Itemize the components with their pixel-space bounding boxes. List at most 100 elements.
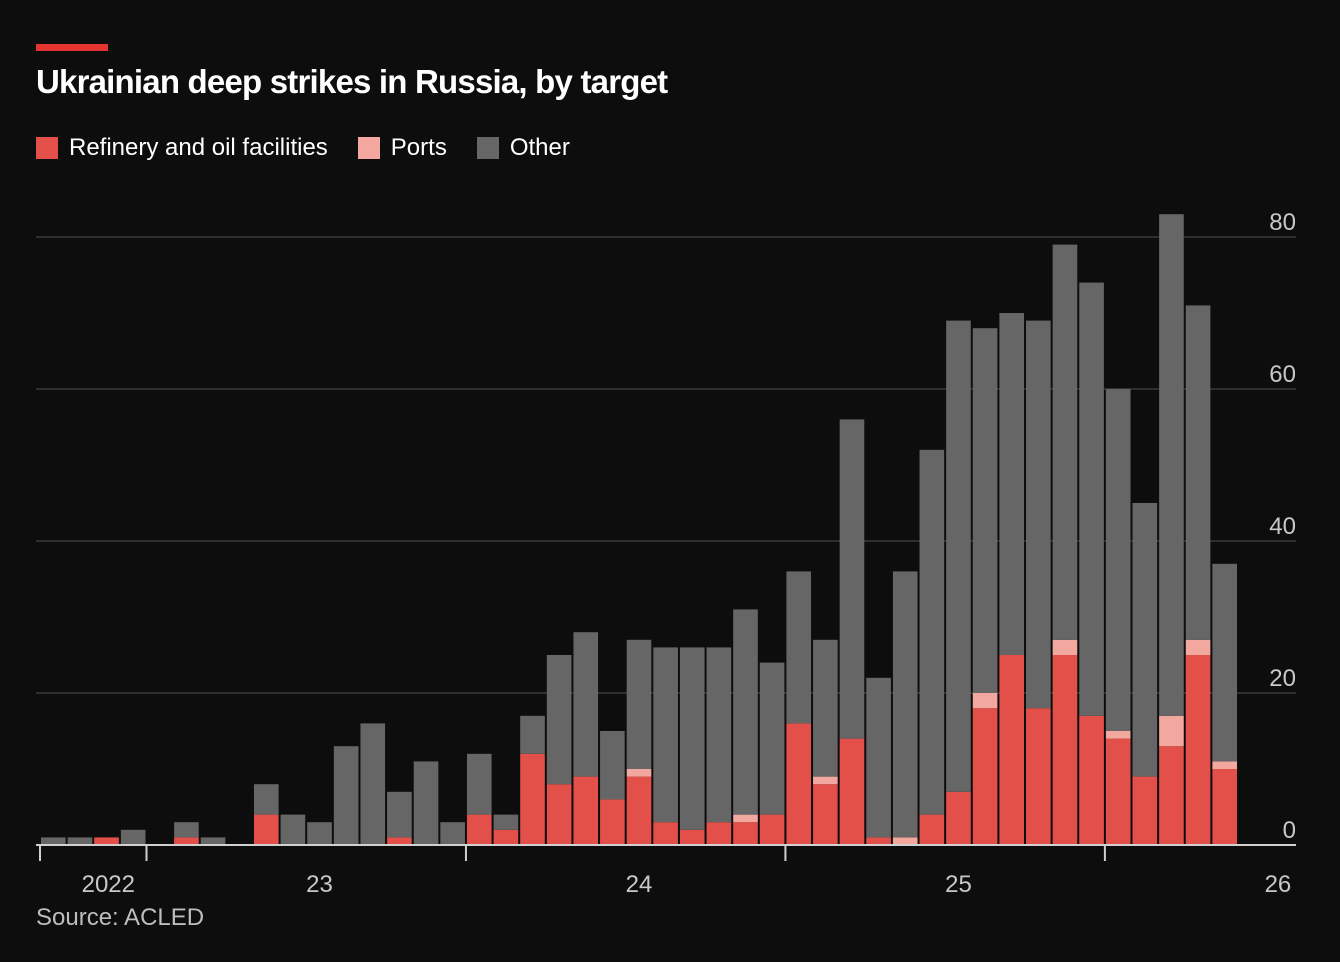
bar-refinery-8 (253, 814, 279, 845)
source-note: Source: ACLED (36, 904, 205, 931)
bar-refinery-22 (626, 776, 652, 845)
bar-other-25 (706, 647, 732, 823)
bar-refinery-20 (573, 776, 599, 845)
bar-other-18 (520, 715, 545, 754)
bar-ports-26 (733, 814, 758, 823)
bar-ports-29 (813, 776, 838, 785)
bar-other-32 (892, 571, 918, 838)
bar-other-26 (733, 609, 758, 815)
bar-refinery-26 (733, 822, 758, 845)
bar-refinery-23 (653, 822, 678, 845)
bar-refinery-27 (759, 814, 785, 845)
bar-other-21 (600, 731, 625, 800)
bar-other-15 (440, 822, 465, 845)
bar-refinery-25 (706, 822, 732, 845)
y-tick-label-80: 80 (1269, 209, 1296, 236)
bar-other-44 (1212, 563, 1237, 762)
bar-refinery-38 (1052, 655, 1078, 845)
x-tick-label-2022: 2022 (82, 871, 135, 898)
bar-refinery-21 (600, 799, 625, 845)
bar-other-20 (573, 632, 599, 777)
x-tick-label-25: 25 (945, 871, 972, 898)
bar-refinery-34 (946, 791, 971, 845)
bar-other-1 (67, 837, 93, 845)
bar-other-8 (253, 784, 279, 815)
bar-other-40 (1105, 389, 1131, 731)
legend-item-other: Other (476, 134, 570, 162)
bar-other-27 (759, 662, 785, 815)
bar-ports-35 (972, 693, 998, 709)
legend-swatch-ports (357, 137, 380, 159)
bar-other-3 (120, 829, 146, 845)
bar-refinery-35 (972, 708, 998, 845)
bar-ports-43 (1185, 639, 1211, 655)
bar-ports-42 (1159, 715, 1184, 747)
bar-other-42 (1159, 214, 1184, 716)
bar-ports-40 (1105, 731, 1131, 739)
y-tick-label-40: 40 (1269, 513, 1296, 540)
bar-refinery-36 (999, 655, 1025, 845)
bar-refinery-29 (813, 784, 838, 845)
legend-swatch-other (476, 137, 499, 159)
bar-other-36 (999, 313, 1025, 655)
bar-other-11 (333, 746, 359, 845)
bar-refinery-43 (1185, 655, 1211, 845)
bar-other-12 (360, 723, 386, 845)
bar-other-43 (1185, 305, 1211, 640)
bar-other-39 (1079, 282, 1104, 716)
bar-other-31 (866, 677, 891, 838)
legend-item-refinery: Refinery and oil facilities (36, 134, 328, 162)
bar-refinery-33 (919, 814, 945, 845)
bar-refinery-39 (1079, 715, 1104, 845)
bar-refinery-16 (466, 814, 492, 845)
bar-refinery-44 (1212, 769, 1237, 845)
bar-refinery-19 (546, 784, 572, 845)
bar-refinery-40 (1105, 738, 1131, 845)
bar-other-30 (839, 419, 865, 739)
bar-other-22 (626, 639, 652, 769)
y-tick-label-60: 60 (1269, 361, 1296, 388)
bar-refinery-17 (493, 829, 519, 845)
bar-other-9 (280, 814, 306, 845)
bar-other-16 (466, 753, 492, 815)
bar-other-13 (387, 791, 412, 838)
x-tick-label-23: 23 (306, 871, 333, 898)
bar-refinery-5 (174, 837, 199, 845)
bar-refinery-42 (1159, 746, 1184, 845)
x-tick-label-26: 26 (1265, 871, 1292, 898)
bar-other-19 (546, 655, 572, 785)
bar-other-33 (919, 449, 945, 815)
bar-other-5 (174, 822, 199, 838)
bar-ports-32 (892, 837, 918, 845)
legend-label-refinery: Refinery and oil facilities (69, 134, 328, 161)
bar-other-28 (786, 571, 812, 724)
bar-other-10 (307, 822, 332, 845)
y-tick-label-20: 20 (1269, 665, 1296, 692)
bar-other-23 (653, 647, 678, 823)
y-tick-label-0: 0 (1283, 817, 1296, 844)
bar-other-37 (1026, 320, 1051, 709)
bar-other-34 (946, 320, 971, 792)
bar-refinery-2 (94, 837, 119, 845)
legend-swatch-refinery (36, 137, 58, 159)
bar-refinery-30 (839, 738, 865, 845)
x-tick-label-24: 24 (626, 871, 653, 898)
legend: Refinery and oil facilities Ports Other (36, 134, 600, 162)
bar-refinery-24 (679, 829, 705, 845)
accent-bar (36, 44, 108, 51)
bar-other-41 (1132, 503, 1158, 777)
bar-ports-22 (626, 769, 652, 777)
legend-item-ports: Ports (357, 134, 447, 162)
bar-refinery-37 (1026, 708, 1051, 845)
bar-refinery-28 (786, 723, 812, 845)
bar-other-17 (493, 814, 519, 830)
bar-other-0 (41, 837, 66, 845)
legend-label-other: Other (509, 134, 570, 161)
bar-other-38 (1052, 244, 1078, 640)
bar-refinery-13 (387, 837, 412, 845)
bar-refinery-41 (1132, 776, 1158, 845)
bar-refinery-31 (866, 837, 891, 845)
bar-other-6 (200, 837, 226, 845)
bar-refinery-18 (520, 753, 545, 845)
